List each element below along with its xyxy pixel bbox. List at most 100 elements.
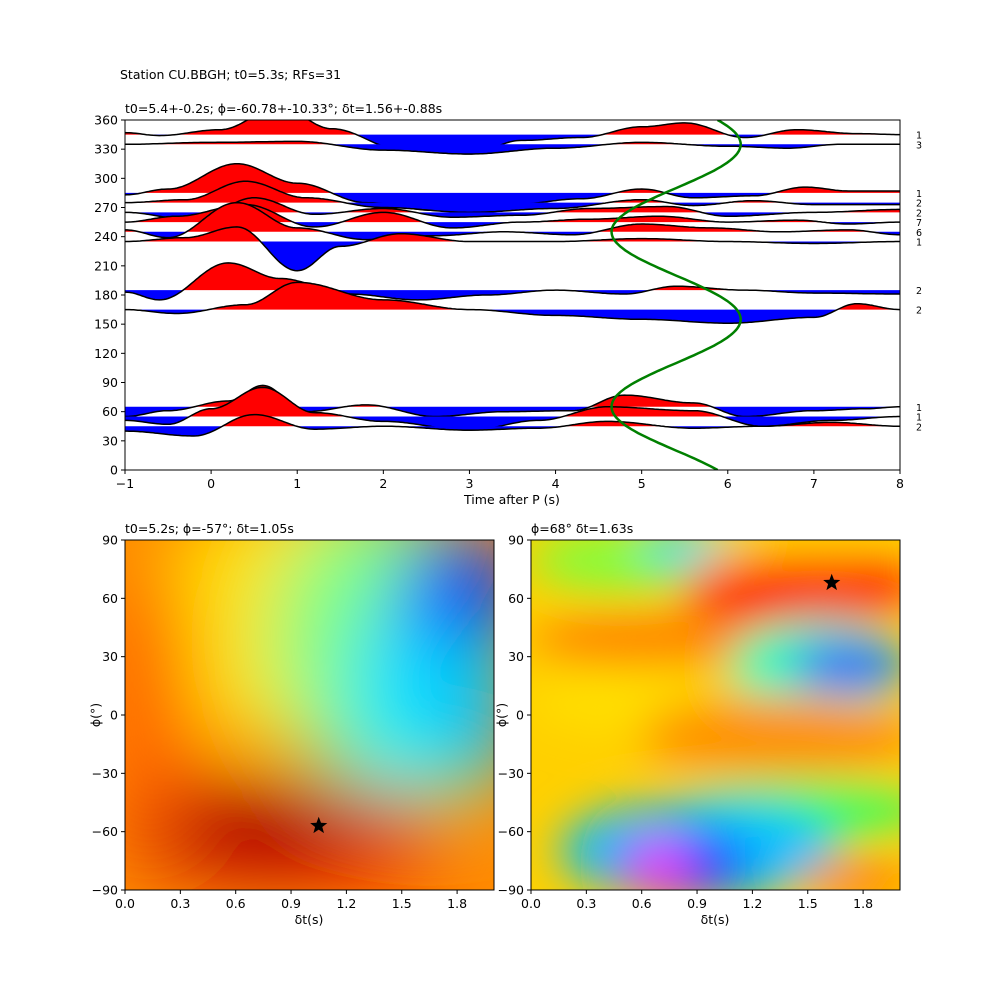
heatmap-left-y-label: ϕ(°)	[88, 703, 103, 727]
x-tick-label: 3	[465, 476, 473, 491]
star-marker	[310, 816, 328, 834]
y-tick-label: 210	[94, 258, 118, 273]
x-tick-label: 0.6	[632, 896, 652, 911]
trace-count-label: 1	[916, 413, 922, 424]
trace-count-label: 2	[916, 286, 922, 297]
waveform-y-ticks: 0 30 60 90 120 150 180 210 240 270 300 330 360	[94, 113, 125, 478]
x-tick-label: 1	[293, 476, 301, 491]
rf-trace-positive-fill	[125, 387, 900, 417]
rf-trace	[125, 413, 900, 437]
y-tick-label: 60	[508, 591, 524, 606]
x-tick-label: 1.5	[798, 896, 818, 911]
trace-layer	[125, 120, 900, 470]
y-tick-label: −90	[92, 883, 118, 898]
x-tick-label: 0	[207, 476, 215, 491]
y-tick-label: 90	[102, 533, 118, 548]
rf-trace-line	[125, 197, 900, 221]
y-tick-label: 60	[102, 591, 118, 606]
x-tick-label: 1.5	[392, 896, 412, 911]
y-tick-label: 30	[102, 649, 118, 664]
heatmap-right: ϕ=68° δt=1.63s 0.0 0.3 0.6 0.9 1.2 1.5 1	[494, 521, 901, 927]
y-tick-label: 360	[94, 113, 118, 128]
x-tick-label: 6	[724, 476, 732, 491]
x-tick-label: 1.8	[853, 896, 873, 911]
rf-trace-positive-fill	[125, 282, 900, 310]
rf-trace-line	[125, 262, 900, 301]
y-tick-label: −60	[92, 824, 118, 839]
rf-trace-positive-fill	[125, 197, 900, 213]
rf-trace-negative-fill	[125, 290, 900, 300]
x-tick-label: 0.3	[576, 896, 596, 911]
y-tick-label: −30	[92, 766, 118, 781]
rf-trace-negative-fill	[125, 309, 900, 324]
y-tick-label: 120	[94, 346, 118, 361]
rf-trace-line	[125, 281, 900, 324]
rf-trace-line	[125, 120, 900, 155]
trace-count-label: 2	[916, 199, 922, 210]
waveform-x-label: Time after P (s)	[463, 492, 560, 507]
heatmap-left-image	[125, 540, 494, 890]
x-tick-label: 0.9	[281, 896, 301, 911]
waveform-x-ticks: −1 0 1 2 3 4 5 6 7 8	[116, 470, 904, 491]
y-tick-label: −30	[498, 766, 524, 781]
rf-trace-negative-fill	[125, 241, 900, 271]
y-tick-label: 0	[516, 708, 524, 723]
heatmap-left-x-ticks: 0.0 0.3 0.6 0.9 1.2 1.5 1.8	[115, 890, 467, 911]
x-tick-label: 2	[379, 476, 387, 491]
y-tick-label: 0	[110, 708, 118, 723]
y-tick-label: 330	[94, 142, 118, 157]
heatmap-left-title: t0=5.2s; ϕ=-57°; δt=1.05s	[125, 521, 294, 536]
rf-trace-negative-fill	[125, 426, 900, 436]
x-tick-label: 0.3	[170, 896, 190, 911]
x-tick-label: 1.8	[447, 896, 467, 911]
rf-trace-line	[125, 180, 900, 214]
heatmap-right-x-label: δt(s)	[701, 912, 730, 927]
rf-trace-negative-fill	[125, 406, 900, 417]
x-tick-label: 0.6	[226, 896, 246, 911]
y-tick-label: −60	[498, 824, 524, 839]
y-tick-label: 90	[102, 375, 118, 390]
best-fit-star-left	[310, 816, 328, 834]
waveform-panel: t0=5.4+-0.2s; ϕ=-60.78+-10.33°; δt=1.56+…	[94, 101, 922, 507]
x-tick-label: 4	[552, 476, 560, 491]
heatmap-right-title: ϕ=68° δt=1.63s	[531, 521, 633, 536]
y-tick-label: 30	[102, 433, 118, 448]
heatmap-left: t0=5.2s; ϕ=-57°; δt=1.05s 0.0 0.3 0.6 0.9 1.…	[88, 521, 495, 927]
rf-trace	[125, 201, 900, 241]
x-tick-label: 1.2	[742, 896, 762, 911]
rf-trace-positive-fill	[125, 120, 900, 135]
x-tick-label: 5	[638, 476, 646, 491]
rf-trace-line	[125, 203, 900, 229]
y-tick-label: 30	[508, 649, 524, 664]
trace-count-label: 1	[916, 238, 922, 249]
rf-trace-positive-fill	[125, 226, 900, 242]
y-tick-label: 0	[110, 463, 118, 478]
trace-count-label: 3	[916, 140, 922, 151]
y-tick-label: 270	[94, 200, 118, 215]
trace-count-label: 1	[916, 403, 922, 414]
rf-trace	[125, 120, 900, 155]
y-tick-label: 240	[94, 229, 118, 244]
trace-count-label: 2	[916, 306, 922, 317]
figure-title: Station CU.BBGH; t0=5.3s; RFs=31	[120, 67, 341, 82]
trace-count-label: 7	[916, 218, 922, 229]
heatmap-left-y-ticks: −90 −60 −30 0 30 60 90	[92, 533, 125, 898]
trace-count-label: 1	[916, 131, 922, 142]
rf-trace-line	[125, 201, 900, 241]
fit-curve	[610, 120, 742, 470]
x-tick-label: 1.2	[336, 896, 356, 911]
rf-trace-line	[125, 226, 900, 272]
rf-trace-positive-fill	[125, 141, 900, 145]
rf-trace	[125, 226, 900, 272]
star-marker	[823, 573, 841, 591]
trace-count-label: 6	[916, 228, 922, 239]
y-tick-label: 180	[94, 288, 118, 303]
rf-trace-positive-fill	[125, 262, 900, 291]
best-fit-star-right	[823, 573, 841, 591]
y-tick-label: 300	[94, 171, 118, 186]
rf-trace-line	[125, 140, 900, 155]
x-tick-label: 0.0	[521, 896, 541, 911]
rf-trace-positive-fill	[125, 202, 900, 232]
